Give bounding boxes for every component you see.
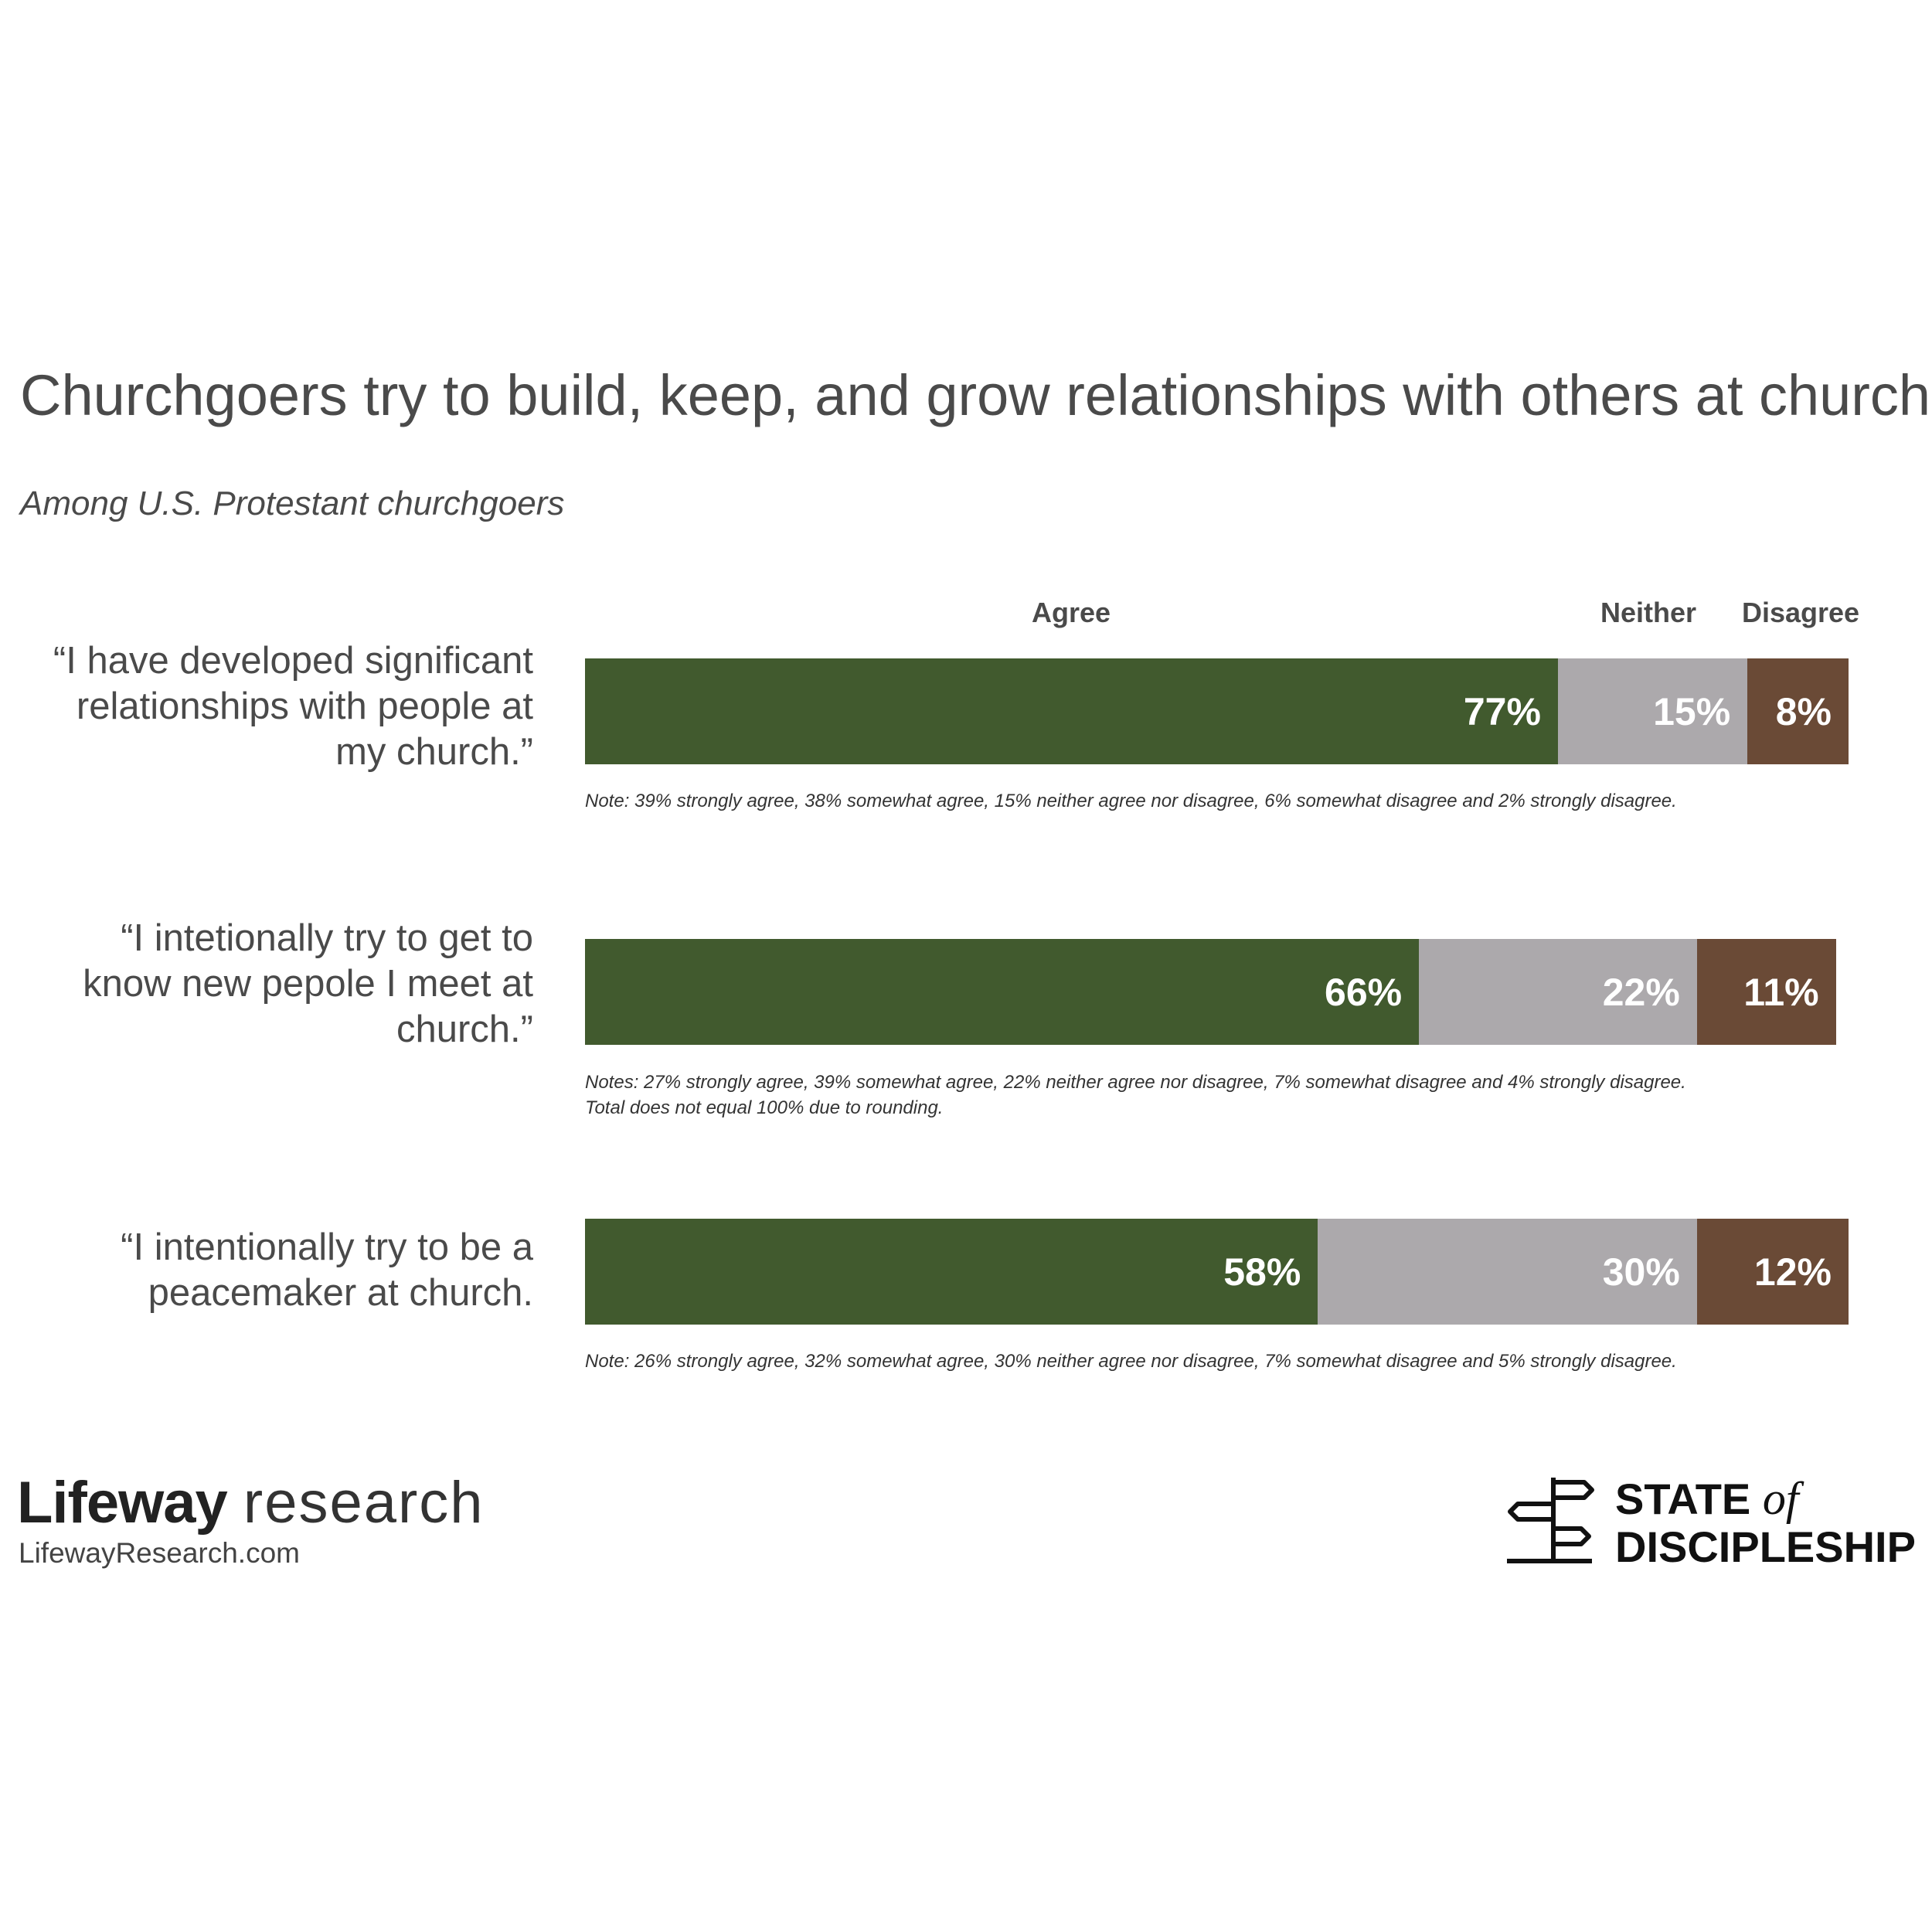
legend-disagree: Disagree [1741, 597, 1860, 628]
chart-title: Churchgoers try to build, keep, and grow… [20, 363, 1931, 427]
bar-segment-agree: 77% [585, 658, 1558, 764]
lifeway-research-logo: Lifeway research [17, 1464, 485, 1542]
bar-segment-neither: 22% [1419, 939, 1697, 1045]
logo-discipleship: DISCIPLESHIP [1615, 1522, 1916, 1571]
stacked-bar: 66% 22% 11% [585, 939, 1836, 1045]
bar-segment-neither: 15% [1557, 658, 1748, 764]
bar-segment-neither: 30% [1318, 1219, 1697, 1325]
value-label-neither: 15% [1653, 689, 1731, 733]
value-label-disagree: 12% [1753, 1250, 1832, 1294]
signpost-icon [1507, 1478, 1594, 1563]
bar-note: Note: 26% strongly agree, 32% somewhat a… [585, 1349, 1860, 1374]
brand-light: research [243, 1470, 485, 1536]
note-line: Notes: 27% strongly agree, 39% somewhat … [585, 1072, 1686, 1093]
logo-of: of [1762, 1473, 1799, 1524]
bar-note: Notes: 27% strongly agree, 39% somewhat … [585, 1070, 1860, 1121]
stacked-bar: 77% 15% 8% [585, 658, 1849, 764]
value-label-disagree: 8% [1775, 689, 1832, 733]
value-label-agree: 58% [1223, 1250, 1301, 1294]
chart-subtitle: Among U.S. Protestant churchgoers [20, 485, 565, 522]
brand-url: LifewayResearch.com [19, 1537, 300, 1569]
statement-label: “I intetionally try to get to know new p… [83, 917, 533, 1050]
value-label-agree: 66% [1325, 970, 1403, 1014]
note-line: Total does not equal 100% due to roundin… [585, 1097, 944, 1118]
bar-segment-agree: 66% [585, 939, 1420, 1045]
value-label-neither: 30% [1602, 1250, 1680, 1294]
statement-label: “I intentionally try to be a peacemaker … [121, 1226, 533, 1314]
statement-label: “I have developed significant relationsh… [53, 640, 533, 773]
state-of-discipleship-logo: STATE of DISCIPLESHIP [1615, 1475, 1916, 1571]
bar-segment-disagree: 12% [1696, 1219, 1849, 1325]
bar-segment-agree: 58% [585, 1219, 1318, 1325]
note-line: Note: 26% strongly agree, 32% somewhat a… [585, 1351, 1677, 1372]
value-label-disagree: 11% [1743, 970, 1819, 1014]
brand-bold: Lifeway [17, 1470, 228, 1536]
value-label-agree: 77% [1463, 689, 1541, 733]
legend-agree: Agree [1031, 597, 1111, 628]
bar-segment-disagree: 11% [1696, 939, 1836, 1045]
bar-segment-disagree: 8% [1747, 658, 1849, 764]
legend-neither: Neither [1600, 597, 1697, 628]
note-line: Note: 39% strongly agree, 38% somewhat a… [585, 791, 1677, 811]
stacked-bar: 58% 30% 12% [585, 1219, 1849, 1325]
logo-state: STATE [1615, 1475, 1751, 1523]
bar-note: Note: 39% strongly agree, 38% somewhat a… [585, 788, 1860, 814]
value-label-neither: 22% [1602, 970, 1680, 1014]
